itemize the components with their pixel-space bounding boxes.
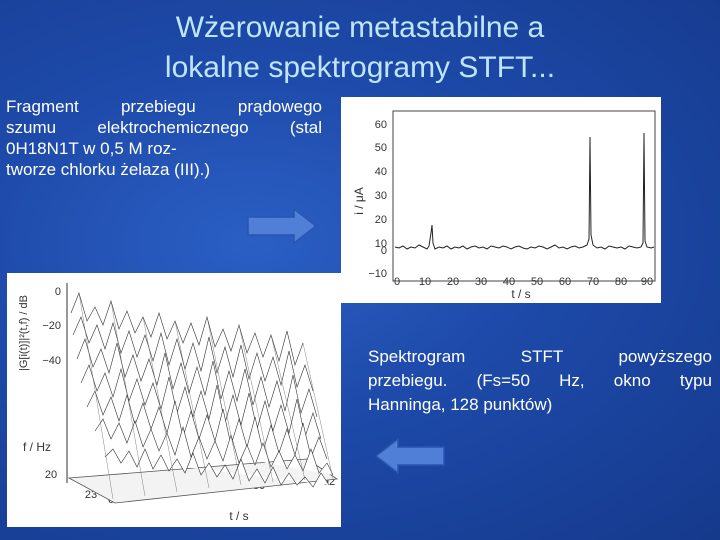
t-axis-label: t / s	[229, 509, 248, 523]
x-tick-label: 70	[587, 276, 599, 288]
slide-title: Wżerowanie metastabilne a lokalne spektr…	[0, 8, 720, 88]
description-right-line: przebiegu. (Fs=50 Hz, okno typu	[368, 371, 712, 390]
title-line-1: Wżerowanie metastabilne a	[175, 11, 545, 44]
time-plot-svg: 60 50 40 30 20 10 0 −10 i / μA 0 10 20 3…	[352, 110, 656, 301]
z-tick-label: −40	[42, 355, 61, 367]
x-tick-label: 90	[641, 276, 653, 288]
y-axis-label: i / μA	[352, 187, 366, 215]
y-tick-label: 60	[375, 119, 387, 131]
y-tick-label: 30	[375, 190, 387, 202]
current-signal-trace	[394, 132, 655, 250]
x-tick-label: 0	[394, 276, 400, 288]
f-axis-label: f / Hz	[23, 440, 51, 454]
x-tick-label: 40	[503, 276, 515, 288]
y-tick-label: 40	[375, 166, 387, 178]
description-left: Fragment przebiegu prądowego szumu elekt…	[6, 96, 322, 180]
spectrogram-mesh	[70, 292, 334, 488]
description-right: Spektrogram STFT powyższego przebiegu. (…	[368, 345, 712, 417]
x-tick-label: 10	[419, 276, 431, 288]
x-tick-label: 60	[559, 276, 571, 288]
arrow-left-icon	[374, 437, 445, 475]
x-tick-label: 80	[615, 276, 627, 288]
x-ticks: 0 10 20 30 40 50 60 70 80 90	[394, 276, 653, 288]
stft-spectrogram: |G[i(t)]|²(t,f) / dB 0 −20 −40 f / Hz 20…	[7, 273, 341, 527]
y-tick-label: 10	[375, 238, 387, 250]
spectrogram-svg: |G[i(t)]|²(t,f) / dB 0 −20 −40 f / Hz 20…	[18, 283, 339, 523]
arrow-right-icon	[247, 207, 318, 245]
title-line-2: lokalne spektrogramy STFT...	[164, 51, 556, 84]
f-tick-label: 20	[45, 469, 57, 481]
description-right-line: Hanninga, 128 punktów)	[368, 395, 553, 414]
y-tick-label: 20	[375, 214, 387, 226]
z-axis-label: |G[i(t)]|²(t,f) / dB	[18, 295, 30, 371]
description-right-line: Spektrogram STFT powyższego	[368, 347, 712, 366]
z-tick-label: −20	[42, 320, 61, 332]
x-tick-label: 30	[475, 276, 487, 288]
x-tick-label: 50	[531, 276, 543, 288]
description-left-line: Fragment przebiegu prądowego	[6, 97, 322, 116]
y-tick-label: −10	[368, 268, 387, 280]
description-left-line: tworze chlorku żelaza (III).)	[6, 160, 211, 179]
x-tick-label: 20	[447, 276, 459, 288]
y-tick-label: 0	[381, 245, 387, 257]
description-left-line: szumu elektrochemicznego (stal	[6, 118, 322, 137]
x-axis-label: t / s	[511, 287, 530, 301]
z-tick-label: 0	[55, 286, 61, 298]
y-tick-label: 50	[375, 142, 387, 154]
y-ticks: 60 50 40 30 20 10 0 −10	[368, 119, 387, 280]
current-time-plot: 60 50 40 30 20 10 0 −10 i / μA 0 10 20 3…	[341, 97, 661, 303]
description-left-line: 0H18N1T w 0,5 M roz-	[6, 139, 177, 158]
spectrogram-mesh-lines	[78, 292, 334, 500]
